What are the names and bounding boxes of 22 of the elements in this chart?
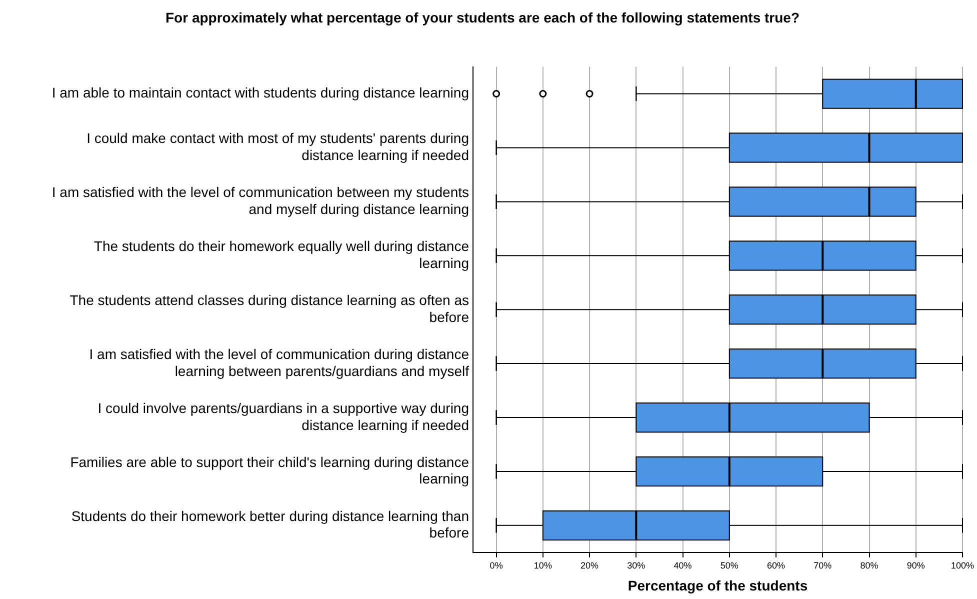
- chart-title: For approximately what percentage of your students are each of the following statements true?: [165, 9, 800, 26]
- y-tick-label: Students do their homework better during distance learning than before: [71, 508, 470, 541]
- y-tick-label: The students attend classes during distance learning as often as before: [70, 292, 470, 325]
- x-tick-label: 60%: [767, 560, 786, 570]
- x-tick-label: 100%: [950, 560, 974, 570]
- x-axis-title: Percentage of the students: [628, 577, 808, 594]
- x-tick-label: 20%: [580, 560, 599, 570]
- x-tick-label: 10%: [534, 560, 552, 570]
- y-tick-label: I could involve parents/guardians in a supportive way during distance learning if needed: [98, 400, 469, 433]
- y-tick-label: I am satisfied with the level of communication between my students and myself during distance learning: [52, 184, 469, 217]
- x-tick-label: 50%: [720, 560, 738, 570]
- x-tick-label: 80%: [860, 560, 878, 570]
- y-tick-label: The students do their homework equally well during distance learning: [94, 238, 470, 271]
- y-tick-label: Families are able to support their child's learning during distance learning: [70, 454, 470, 487]
- y-tick-label: I am satisfied with the level of communication during distance learning between parents/guardians and myself: [89, 346, 470, 379]
- x-tick-label: 70%: [814, 560, 832, 570]
- x-tick-label: 90%: [906, 560, 925, 570]
- y-tick-label: I am able to maintain contact with students during distance learning: [52, 84, 469, 101]
- x-tick-label: 40%: [674, 560, 692, 570]
- x-tick-label: 30%: [627, 560, 646, 570]
- y-tick-label: I could make contact with most of my students' parents during distance learning if needed: [86, 130, 469, 163]
- x-tick-label: 0%: [490, 560, 503, 570]
